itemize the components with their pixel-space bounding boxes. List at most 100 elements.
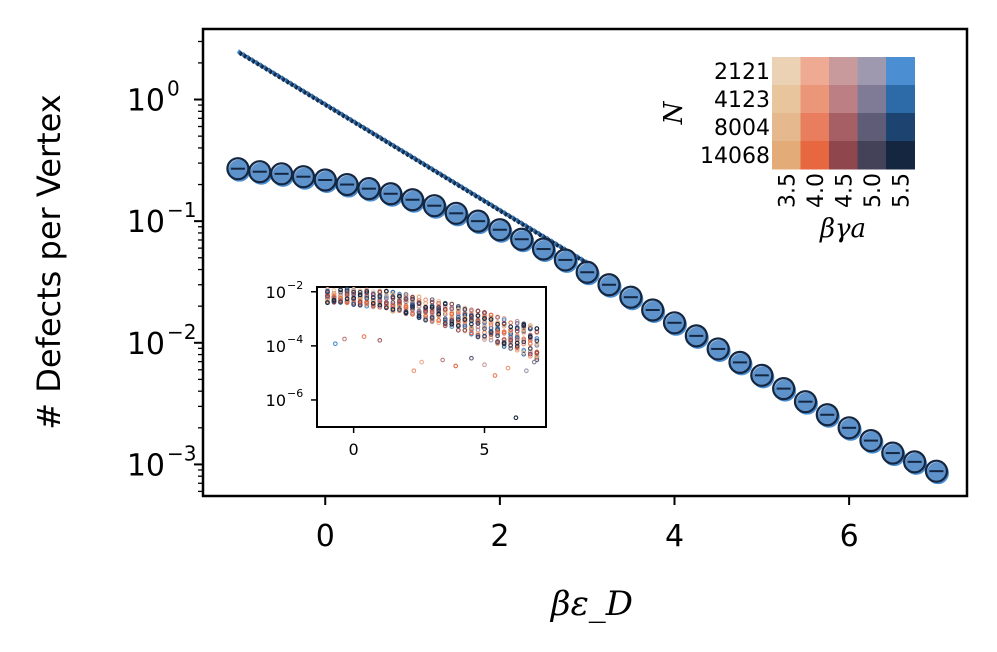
inset-point	[397, 293, 402, 299]
legend-cell	[829, 141, 858, 170]
inset-point	[495, 315, 500, 320]
legend-col-label: 5.5	[889, 173, 914, 208]
inset-point	[384, 305, 389, 311]
inset-point	[442, 301, 448, 307]
inset-point	[495, 321, 500, 327]
legend-cell	[800, 113, 830, 142]
inset-point	[514, 318, 520, 324]
inset-point	[370, 303, 376, 309]
inset-point	[423, 316, 428, 321]
inset-point	[455, 323, 461, 328]
inset-outlier	[524, 368, 529, 374]
legend-cell	[772, 141, 801, 170]
inset-point	[521, 350, 527, 355]
inset-y-tick-label: 10	[266, 283, 286, 302]
inset-point	[455, 312, 461, 317]
inset-point	[384, 300, 389, 306]
data-points	[226, 157, 949, 485]
data-point	[400, 188, 426, 213]
inset-point	[403, 292, 409, 297]
inset-point	[462, 306, 468, 312]
inset-point	[482, 318, 487, 324]
legend-col-label: 5.0	[861, 173, 886, 208]
data-point	[924, 459, 949, 485]
y-tick-exponent: 0	[167, 77, 180, 101]
inset-point	[475, 318, 481, 324]
inset-point	[514, 340, 520, 346]
inset-y-ticks: 10−210−410−6	[266, 279, 317, 410]
inset-point	[455, 314, 461, 320]
inset-point	[442, 306, 448, 312]
inset-point	[410, 296, 415, 302]
inset-point	[488, 322, 494, 327]
inset-point	[449, 320, 455, 325]
legend-cell	[800, 141, 830, 170]
inset-point	[475, 313, 481, 318]
data-point	[684, 324, 709, 349]
inset-point	[534, 336, 540, 341]
inset-point	[508, 342, 514, 348]
y-tick-exponent: −2	[167, 320, 196, 344]
data-point	[313, 168, 338, 193]
data-point	[291, 165, 316, 190]
inset-outlier	[505, 365, 511, 371]
inset-outlier	[513, 415, 519, 421]
legend-row-label: 2121	[714, 60, 770, 85]
legend-title-rows: N	[659, 100, 689, 125]
inset-point	[416, 294, 422, 300]
prediction-line	[238, 50, 590, 266]
inset-point	[403, 296, 409, 302]
inset-outlier	[453, 363, 459, 369]
inset-point	[501, 320, 507, 326]
inset-point	[508, 338, 514, 343]
inset-x-tick-label: 5	[479, 440, 489, 459]
data-point	[859, 428, 884, 454]
inset-point	[482, 316, 487, 321]
inset-point	[449, 321, 455, 327]
data-point	[772, 377, 797, 402]
inset-point	[351, 287, 356, 292]
inset-point	[390, 294, 396, 300]
inset-point	[488, 337, 494, 343]
data-point	[553, 248, 578, 273]
legend-row-label: 8004	[714, 116, 770, 141]
inset-point	[397, 307, 402, 312]
data-point	[466, 209, 491, 235]
inset-point	[462, 327, 468, 333]
inset-point	[344, 288, 350, 294]
inset-point	[397, 298, 402, 304]
inset-point	[377, 304, 383, 310]
legend-cell	[886, 85, 915, 114]
inset-point	[357, 289, 363, 295]
inset-point	[351, 289, 356, 295]
inset-point	[508, 340, 514, 345]
inset-point	[331, 294, 337, 300]
legend-cell	[772, 113, 801, 142]
x-tick-label: 0	[316, 519, 335, 554]
data-point	[641, 298, 666, 324]
inset-point	[384, 296, 389, 301]
inset-point	[469, 315, 474, 321]
legend-cell	[829, 85, 858, 114]
inset-y-tick-exponent: −2	[287, 279, 303, 292]
inset-point	[482, 333, 487, 339]
legend-cell	[886, 57, 915, 86]
inset-point	[338, 287, 343, 293]
inset-point	[416, 315, 422, 320]
inset-point	[534, 350, 540, 356]
inset-outlier	[361, 334, 367, 339]
inset-point	[325, 300, 330, 306]
inset-point	[521, 322, 527, 328]
inset-outlier	[411, 368, 417, 374]
inset-point	[377, 302, 383, 308]
data-point	[531, 237, 557, 263]
inset-point	[436, 304, 442, 310]
inset-outlier	[419, 359, 425, 365]
prediction-line	[237, 50, 590, 265]
inset-point	[455, 327, 461, 333]
inset-point	[527, 353, 533, 359]
data-point	[226, 157, 251, 182]
y-tick-exponent: −1	[167, 198, 196, 222]
inset-y-tick-label: 10	[266, 337, 286, 356]
